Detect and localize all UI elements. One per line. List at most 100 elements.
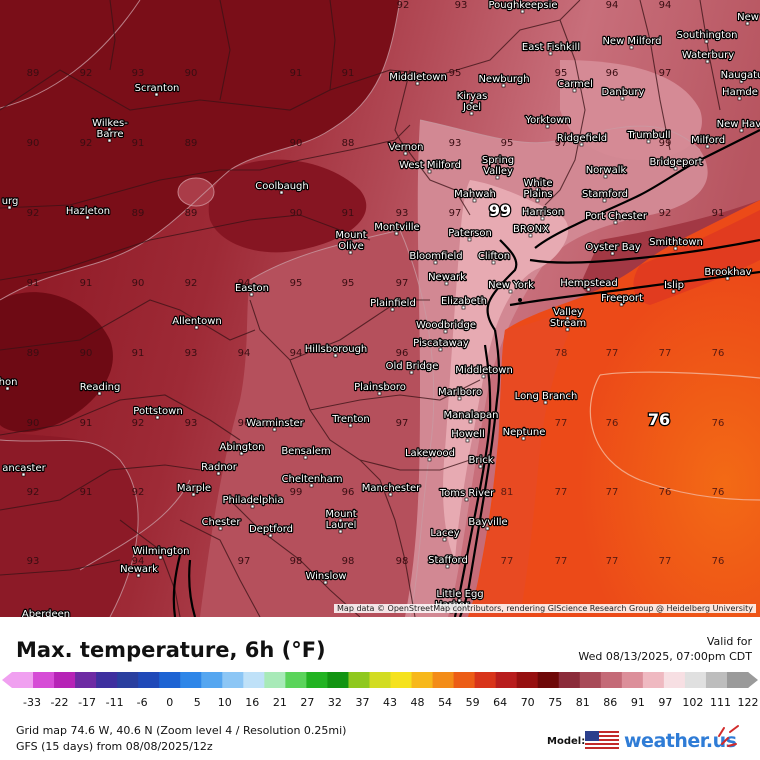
city-label[interactable]: Yorktown	[523, 114, 572, 127]
city-label[interactable]: Reading	[79, 381, 122, 394]
city-label[interactable]: Harrison	[521, 206, 566, 219]
city-label[interactable]: New York	[487, 279, 535, 292]
city-label[interactable]: Brick	[467, 454, 495, 467]
city-label[interactable]: Bayville	[467, 516, 509, 529]
city-label[interactable]: Scranton	[133, 82, 180, 95]
city-label[interactable]: Islip	[663, 279, 685, 292]
city-label[interactable]: Stamford	[581, 188, 629, 201]
city-label[interactable]: Hempstead	[559, 277, 619, 290]
city-label[interactable]: Plainsboro	[353, 381, 407, 394]
map-attribution[interactable]: Map data © OpenStreetMap contributors, r…	[334, 604, 756, 613]
city-label[interactable]: Stream	[549, 317, 588, 330]
city-label[interactable]: Abington	[218, 441, 265, 454]
city-label[interactable]: Paterson	[447, 227, 493, 240]
city-label[interactable]: Barre	[95, 128, 124, 141]
city-label[interactable]: Southington	[675, 29, 738, 42]
city-label[interactable]: Elizabeth	[440, 295, 488, 308]
city-label[interactable]: Spring	[481, 154, 516, 167]
city-label[interactable]: Mahwah	[453, 188, 497, 201]
city-label[interactable]: Marple	[176, 482, 213, 495]
city-label[interactable]: Hillsborough	[304, 343, 369, 356]
city-label[interactable]: Little Egg	[435, 588, 485, 601]
city-label[interactable]: Easton	[234, 282, 270, 295]
city-label[interactable]: Mount	[324, 508, 358, 521]
city-label[interactable]: Olive	[337, 240, 365, 253]
city-label[interactable]: Long Branch	[513, 390, 578, 403]
city-label[interactable]: Port Chester	[584, 210, 649, 223]
city-label[interactable]: Oyster Bay	[584, 241, 642, 254]
city-label[interactable]: Bloomfield	[408, 250, 464, 263]
city-label[interactable]: Manchester	[361, 482, 423, 495]
city-label[interactable]: Piscataway	[412, 337, 470, 350]
city-label[interactable]: East Fishkill	[521, 41, 582, 54]
city-label[interactable]: Winslow	[304, 570, 347, 583]
city-label[interactable]: Joel	[461, 101, 482, 114]
city-label[interactable]: Norwalk	[585, 164, 628, 177]
city-label[interactable]: Newark	[119, 563, 159, 576]
brand-logo[interactable]: weather.us	[624, 730, 737, 752]
city-label[interactable]: Warminster	[245, 417, 306, 430]
city-label[interactable]: Vernon	[387, 141, 424, 154]
city-label[interactable]: Mount	[334, 229, 368, 242]
city-label[interactable]: Marlboro	[437, 386, 484, 399]
city-label[interactable]: Lakewood	[404, 447, 456, 460]
city-label[interactable]: Naugatu	[719, 69, 760, 82]
city-label[interactable]: Woodbridge	[415, 319, 477, 332]
city-label[interactable]: Radnor	[200, 461, 239, 474]
city-label[interactable]: Howell	[450, 428, 486, 441]
city-label[interactable]: Neptune	[501, 426, 546, 439]
city-label[interactable]: Allentown	[171, 315, 223, 328]
city-label[interactable]: Bensalem	[280, 445, 332, 458]
city-label[interactable]: Brookhav	[703, 266, 753, 279]
city-label[interactable]: Valley	[482, 165, 514, 178]
city-label[interactable]: Toms River	[438, 487, 497, 500]
city-label[interactable]: Milford	[690, 134, 727, 147]
city-label[interactable]: urg	[0, 195, 19, 208]
city-label[interactable]: New	[736, 11, 760, 24]
city-label[interactable]: Kiryas	[455, 90, 488, 103]
temperature-map[interactable]: 92 93 94 94 89 92 93 90 91 91 95 95 96 97 90 92 91 89 90 88…	[0, 0, 760, 617]
city-label[interactable]: Old Bridge	[384, 360, 439, 373]
city-label[interactable]: Lacey	[429, 527, 461, 540]
city-label[interactable]: White	[522, 177, 553, 190]
city-label[interactable]: Trumbull	[625, 129, 671, 142]
city-label[interactable]: Middletown	[454, 364, 514, 377]
city-label[interactable]: Wilkes-	[91, 117, 129, 130]
city-label[interactable]: Smithtown	[648, 236, 704, 249]
city-label[interactable]: Newark	[427, 271, 467, 284]
city-label[interactable]: ancaster	[1, 462, 48, 475]
city-label[interactable]: hon	[0, 376, 19, 389]
city-label[interactable]: Laurel	[324, 519, 357, 532]
city-label[interactable]: New Milford	[601, 35, 663, 48]
city-label[interactable]: Chester	[200, 516, 242, 529]
city-label[interactable]: Hamde	[721, 86, 759, 99]
city-label[interactable]: Valley	[552, 306, 584, 319]
city-label[interactable]: West Milford	[398, 159, 462, 172]
city-label[interactable]: Plainfield	[369, 297, 417, 310]
city-label[interactable]: BRONX	[512, 223, 551, 236]
city-label[interactable]: Manalapan	[442, 409, 499, 422]
city-label[interactable]: Clifton	[477, 250, 512, 263]
map-canvas[interactable]: 92 93 94 94 89 92 93 90 91 91 95 95 96 97 90 92 91 89 90 88…	[0, 0, 760, 617]
city-label[interactable]: Hazleton	[65, 205, 112, 218]
city-label[interactable]: Stafford	[427, 554, 469, 567]
city-label[interactable]: Plains	[522, 188, 554, 201]
city-label[interactable]: Poughkeepsie	[487, 0, 558, 12]
city-label[interactable]: Cheltenham	[280, 473, 343, 486]
city-label[interactable]: Aberdeen	[21, 608, 72, 617]
city-label[interactable]: Freeport	[600, 292, 644, 305]
city-label[interactable]: Middletown	[388, 71, 448, 84]
city-label[interactable]: Wilmington	[131, 545, 190, 558]
city-label[interactable]: Ridgefield	[556, 132, 609, 145]
city-label[interactable]: Philadelphia	[221, 494, 284, 507]
city-label[interactable]: Deptford	[248, 523, 294, 536]
city-label[interactable]: Coolbaugh	[254, 180, 310, 193]
city-label[interactable]: Montville	[373, 221, 421, 234]
city-label[interactable]: Carmel	[556, 78, 594, 91]
city-label[interactable]: Danbury	[600, 86, 645, 99]
city-label[interactable]: Newburgh	[477, 73, 531, 86]
city-label[interactable]: Trenton	[330, 413, 371, 426]
city-label[interactable]: Bridgeport	[648, 156, 704, 169]
city-label[interactable]: New Have	[715, 118, 760, 131]
city-label[interactable]: Pottstown	[132, 405, 184, 418]
